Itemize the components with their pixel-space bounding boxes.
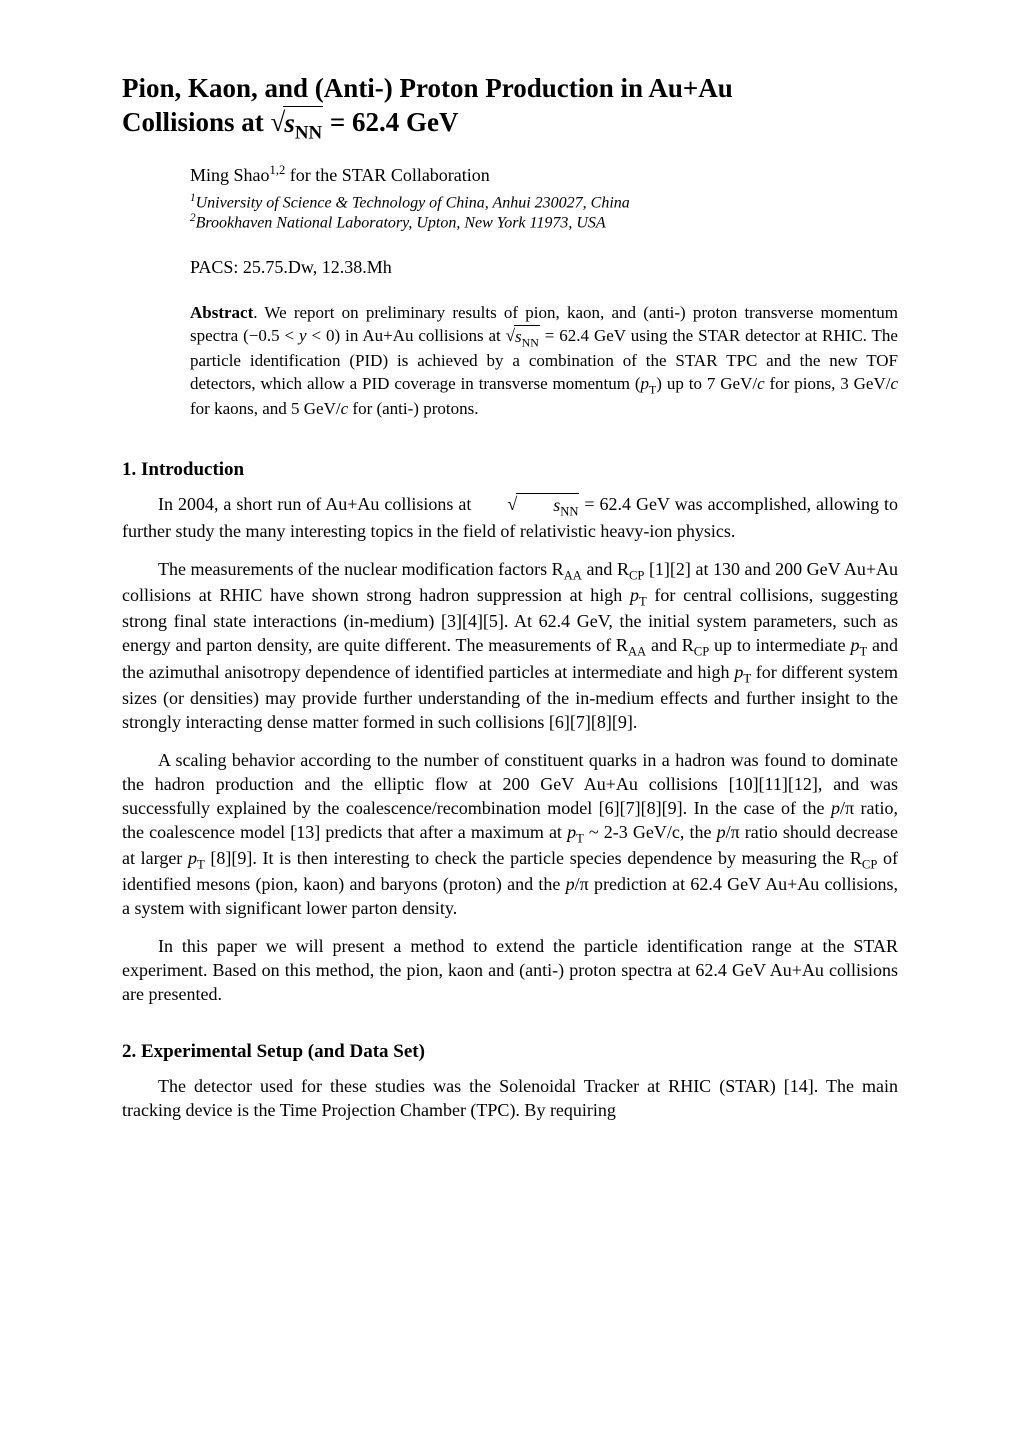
- section-2-heading: 2. Experimental Setup (and Data Set): [122, 1041, 898, 1063]
- abstract-label: Abstract: [190, 303, 253, 322]
- paper-title: Pion, Kaon, and (Anti-) Proton Productio…: [122, 72, 898, 145]
- section-1-heading: 1. Introduction: [122, 459, 898, 481]
- intro-para-4: In this paper we will present a method t…: [122, 935, 898, 1007]
- author-name: Ming Shao: [190, 165, 270, 185]
- pacs-line: PACS: 25.75.Dw, 12.38.Mh: [190, 257, 898, 278]
- intro-para-2: The measurements of the nuclear modifica…: [122, 558, 898, 735]
- intro-para-3: A scaling behavior according to the numb…: [122, 749, 898, 921]
- sqrt-snn-body: √sNN: [471, 493, 579, 520]
- setup-para-1: The detector used for these studies was …: [122, 1075, 898, 1123]
- affiliation-1: 1University of Science & Technology of C…: [190, 192, 898, 213]
- author-collab: for the STAR Collaboration: [285, 165, 490, 185]
- abstract: Abstract. We report on preliminary resul…: [190, 302, 898, 421]
- title-line2-pre: Collisions at: [122, 107, 271, 137]
- author-affil-sup: 1,2: [270, 163, 286, 177]
- intro-para-1: In 2004, a short run of Au+Au collisions…: [122, 493, 898, 544]
- title-line2-post: = 62.4 GeV: [323, 107, 458, 137]
- title-line1: Pion, Kaon, and (Anti-) Proton Productio…: [122, 73, 733, 103]
- sqrt-snn-title: √sNN: [271, 106, 324, 145]
- affiliation-2: 2Brookhaven National Laboratory, Upton, …: [190, 212, 898, 233]
- author-line: Ming Shao1,2 for the STAR Collaboration: [190, 163, 898, 186]
- sqrt-snn-abstract: √sNN: [506, 325, 540, 350]
